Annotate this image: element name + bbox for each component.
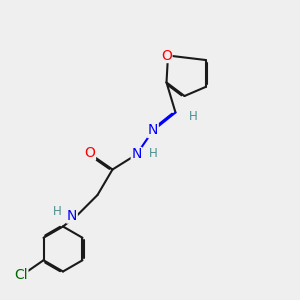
- Text: Cl: Cl: [14, 268, 28, 282]
- Text: N: N: [67, 209, 77, 223]
- Text: N: N: [131, 148, 142, 161]
- Text: O: O: [85, 146, 95, 160]
- Text: O: O: [161, 49, 172, 62]
- Text: N: N: [148, 124, 158, 137]
- Text: H: H: [52, 205, 62, 218]
- Text: H: H: [189, 110, 198, 124]
- Text: H: H: [148, 146, 158, 160]
